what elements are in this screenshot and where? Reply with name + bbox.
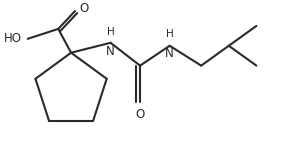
Text: H: H [166,29,174,39]
Text: HO: HO [4,32,22,45]
Text: N: N [165,47,174,60]
Text: H: H [106,27,114,37]
Text: O: O [135,108,145,121]
Text: O: O [79,2,88,15]
Text: N: N [106,45,115,58]
